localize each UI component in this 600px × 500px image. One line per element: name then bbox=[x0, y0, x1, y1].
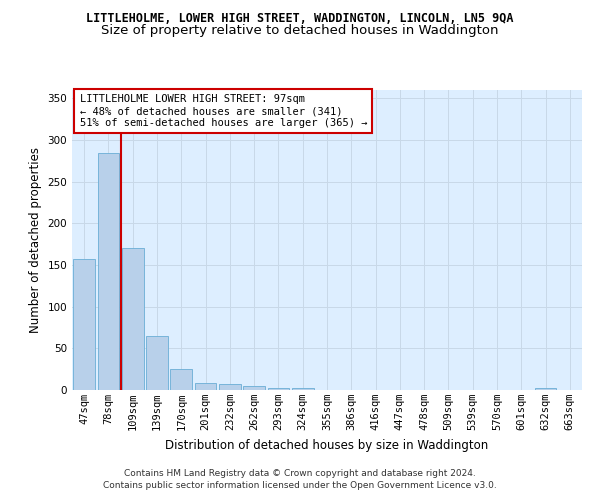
Bar bbox=[535, 388, 556, 390]
Text: Contains public sector information licensed under the Open Government Licence v3: Contains public sector information licen… bbox=[103, 481, 497, 490]
Text: LITTLEHOLME, LOWER HIGH STREET, WADDINGTON, LINCOLN, LN5 9QA: LITTLEHOLME, LOWER HIGH STREET, WADDINGT… bbox=[86, 12, 514, 26]
Bar bbox=[73, 259, 95, 390]
Bar bbox=[97, 152, 119, 390]
Bar bbox=[243, 386, 265, 390]
Bar bbox=[292, 388, 314, 390]
X-axis label: Distribution of detached houses by size in Waddington: Distribution of detached houses by size … bbox=[166, 438, 488, 452]
Bar bbox=[219, 384, 241, 390]
Text: Size of property relative to detached houses in Waddington: Size of property relative to detached ho… bbox=[101, 24, 499, 37]
Y-axis label: Number of detached properties: Number of detached properties bbox=[29, 147, 42, 333]
Text: LITTLEHOLME LOWER HIGH STREET: 97sqm
← 48% of detached houses are smaller (341)
: LITTLEHOLME LOWER HIGH STREET: 97sqm ← 4… bbox=[80, 94, 367, 128]
Bar bbox=[146, 336, 168, 390]
Bar bbox=[122, 248, 143, 390]
Text: Contains HM Land Registry data © Crown copyright and database right 2024.: Contains HM Land Registry data © Crown c… bbox=[124, 468, 476, 477]
Bar bbox=[268, 388, 289, 390]
Bar bbox=[194, 382, 217, 390]
Bar bbox=[170, 369, 192, 390]
